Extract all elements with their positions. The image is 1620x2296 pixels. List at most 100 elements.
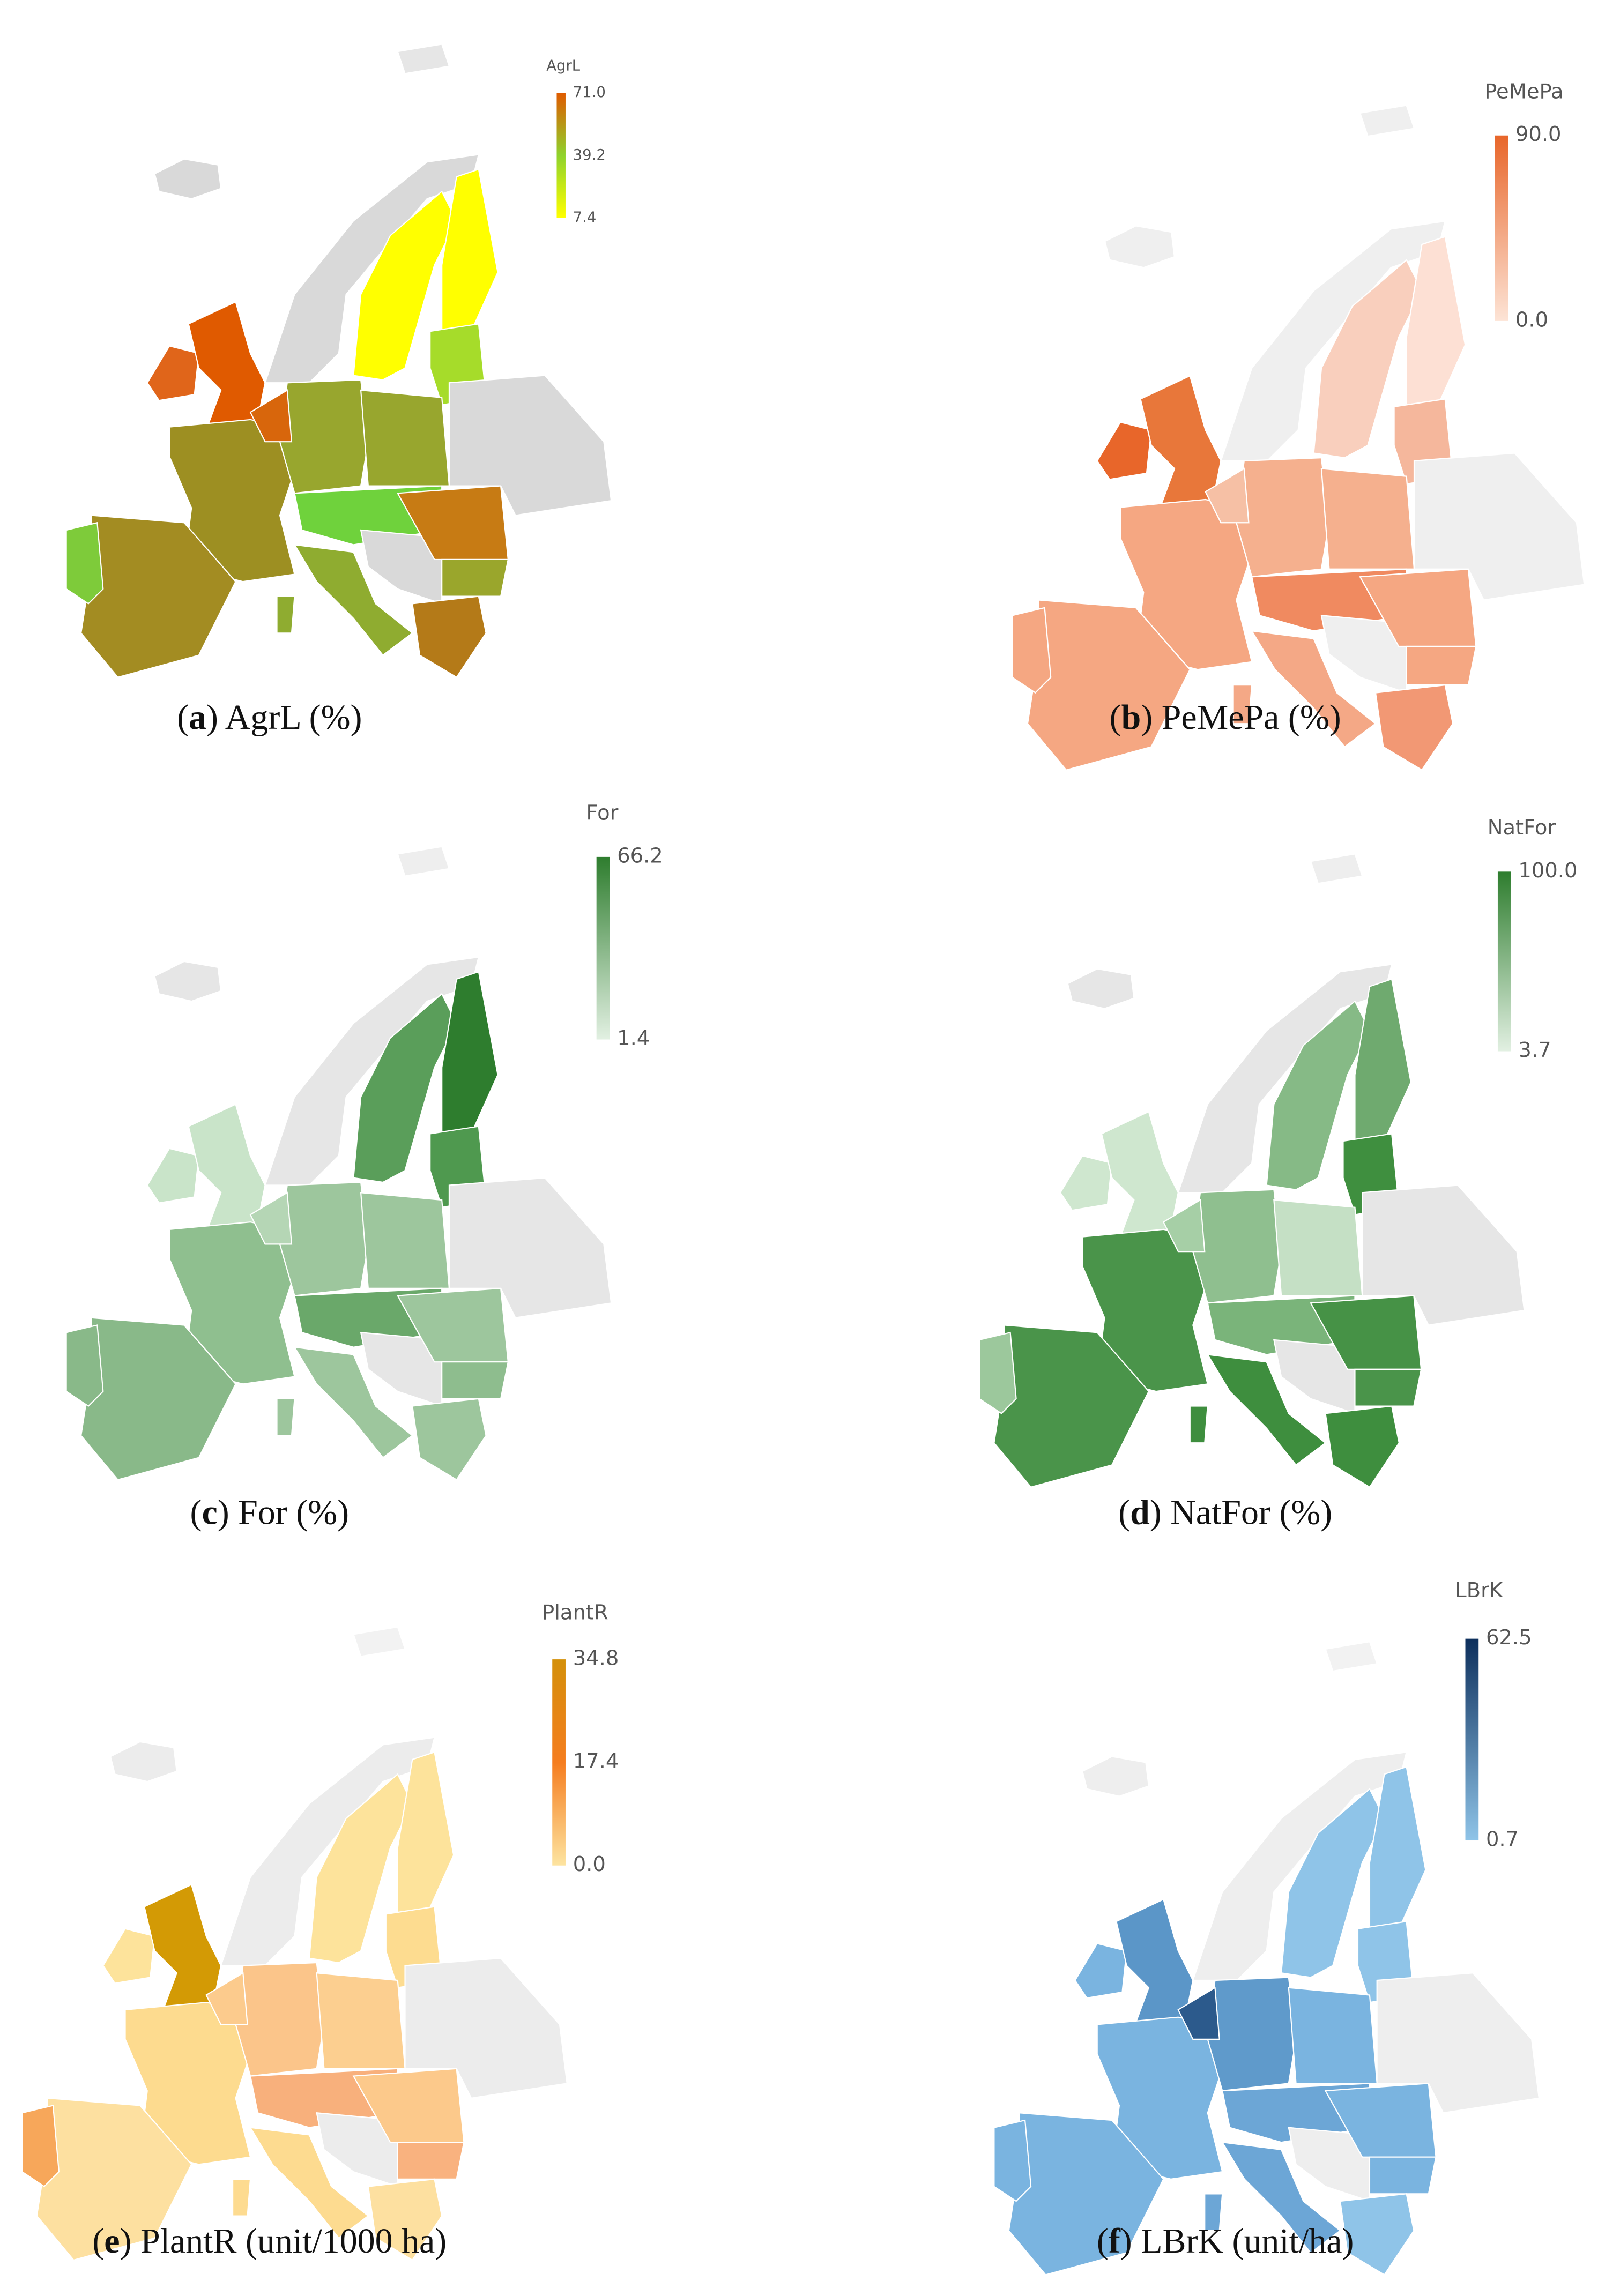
region bbox=[412, 595, 487, 679]
region bbox=[1250, 630, 1377, 748]
caption: (f) LBrK (unit/ha) bbox=[1097, 2222, 1354, 2261]
region bbox=[448, 375, 612, 516]
caption-part: d bbox=[1130, 1493, 1150, 1532]
caption-part: ( bbox=[190, 1493, 202, 1532]
legend-colorbar bbox=[1465, 1638, 1479, 1841]
panel: LBrK 62.5 0.7 (f) LBrK (unit/ha) bbox=[993, 1578, 1540, 2276]
caption-part: ( bbox=[1118, 1493, 1130, 1532]
region bbox=[397, 43, 450, 74]
region bbox=[441, 168, 499, 332]
legend-title: AgrL bbox=[546, 58, 581, 74]
region bbox=[21, 2105, 60, 2188]
legend-tick-label: 0.0 bbox=[1515, 308, 1548, 332]
legend-tick-label: 3.7 bbox=[1518, 1038, 1551, 1062]
region bbox=[293, 1346, 414, 1459]
panel: PlantR 34.8 17.4 0.0 (e) PlantR (unit/1000 h… bbox=[21, 1600, 619, 2261]
region bbox=[249, 2127, 369, 2239]
region bbox=[1220, 220, 1446, 462]
region bbox=[1354, 1368, 1422, 1407]
region bbox=[276, 1398, 295, 1436]
caption: (b) PeMePa (%) bbox=[1110, 698, 1341, 737]
legend-tick-label: 100.0 bbox=[1518, 859, 1577, 883]
region bbox=[1406, 645, 1477, 686]
region bbox=[264, 154, 480, 384]
map bbox=[21, 1626, 568, 2261]
region bbox=[1081, 1756, 1150, 1797]
region bbox=[220, 1736, 435, 1966]
legend-tick-label: 71.0 bbox=[573, 84, 606, 101]
region bbox=[367, 2178, 443, 2261]
region bbox=[397, 2142, 465, 2180]
region bbox=[1192, 1751, 1408, 1981]
legend-title: NatFor bbox=[1488, 816, 1556, 840]
region bbox=[1189, 1405, 1208, 1444]
region bbox=[109, 1741, 177, 1783]
legend-tick-label: 0.0 bbox=[573, 1852, 606, 1876]
region bbox=[448, 1177, 612, 1318]
region bbox=[397, 1751, 455, 1915]
region bbox=[993, 2119, 1032, 2202]
panel: For 66.2 1.4 (c) For (%) bbox=[65, 801, 663, 1532]
region bbox=[1162, 1199, 1206, 1253]
region bbox=[1067, 968, 1135, 1009]
region bbox=[1204, 2193, 1223, 2232]
map bbox=[1011, 105, 1585, 771]
region bbox=[360, 1192, 450, 1289]
legend-colorbar bbox=[552, 1659, 566, 1866]
legend-title: For bbox=[586, 801, 618, 825]
caption-part: a bbox=[189, 698, 206, 737]
legend-title: PlantR bbox=[542, 1600, 608, 1624]
caption-part: ) LBrK (unit/ha) bbox=[1120, 2222, 1354, 2261]
region bbox=[1339, 2193, 1415, 2276]
legend-tick-label: 0.7 bbox=[1486, 1828, 1519, 1852]
region bbox=[154, 960, 222, 1002]
legend-colorbar bbox=[596, 856, 610, 1040]
legend-tick-label: 90.0 bbox=[1515, 122, 1562, 146]
region bbox=[441, 971, 499, 1135]
region bbox=[1104, 225, 1176, 269]
region bbox=[1059, 1155, 1113, 1211]
region bbox=[1369, 2156, 1437, 2195]
region bbox=[1362, 1184, 1525, 1326]
map bbox=[978, 853, 1525, 1488]
legend-tick-label: 1.4 bbox=[617, 1026, 650, 1050]
region bbox=[1192, 1189, 1282, 1304]
region bbox=[1011, 607, 1052, 694]
legend-colorbar bbox=[1497, 871, 1511, 1052]
panel: PeMePa 90.0 0.0 (b) PeMePa (%) bbox=[1011, 80, 1585, 771]
region bbox=[279, 1181, 369, 1296]
region bbox=[1413, 452, 1585, 601]
region bbox=[404, 1957, 568, 2099]
caption-part: b bbox=[1121, 698, 1141, 737]
legend-colorbar bbox=[556, 93, 566, 218]
caption-part: c bbox=[202, 1493, 217, 1532]
caption-part: ( bbox=[177, 698, 189, 737]
region bbox=[1236, 457, 1330, 578]
region bbox=[232, 2178, 251, 2217]
region bbox=[146, 1147, 200, 1204]
map bbox=[993, 1641, 1540, 2276]
region bbox=[360, 389, 450, 487]
region bbox=[1325, 1405, 1400, 1488]
caption: (c) For (%) bbox=[190, 1493, 350, 1532]
region bbox=[249, 1191, 293, 1245]
map bbox=[65, 43, 612, 679]
region bbox=[293, 544, 414, 657]
region bbox=[1325, 1641, 1378, 1672]
region bbox=[1288, 1987, 1378, 2084]
region bbox=[1206, 1354, 1327, 1466]
region bbox=[276, 595, 295, 634]
caption: (e) PlantR (unit/1000 ha) bbox=[92, 2222, 447, 2261]
caption-part: ) PlantR (unit/1000 ha) bbox=[120, 2222, 447, 2261]
region bbox=[1273, 1199, 1363, 1296]
region bbox=[249, 389, 293, 443]
legend-tick-label: 34.8 bbox=[573, 1646, 619, 1671]
region bbox=[1406, 236, 1466, 408]
caption-part: ) PeMePa (%) bbox=[1141, 698, 1341, 737]
region bbox=[65, 1324, 104, 1407]
region bbox=[1177, 964, 1393, 1194]
caption-part: ) For (%) bbox=[218, 1493, 349, 1532]
region bbox=[1232, 684, 1253, 725]
region bbox=[1177, 1986, 1220, 2040]
